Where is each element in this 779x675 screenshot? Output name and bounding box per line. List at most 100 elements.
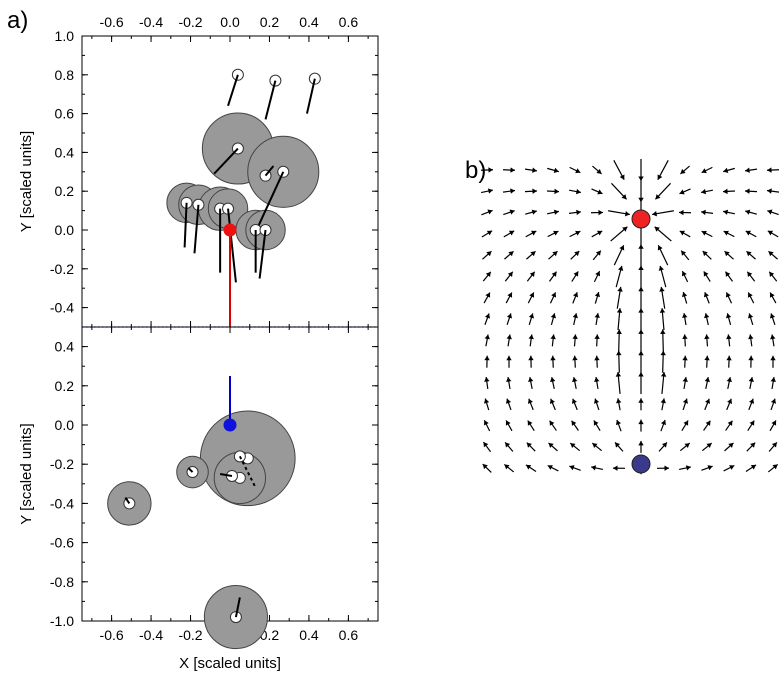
y-axis-title: Y [scaled units]: [18, 423, 35, 524]
field-arrow-head: [596, 230, 603, 236]
field-arrow-head: [486, 230, 493, 236]
field-arrow-head: [575, 188, 581, 195]
field-arrow-head: [572, 355, 578, 361]
field-arrow-head: [528, 377, 534, 383]
field-arrow-head: [618, 265, 624, 271]
field-arrow-head: [622, 226, 628, 232]
panel-label-b: b): [465, 157, 486, 184]
field-arrow-head: [638, 398, 644, 403]
field-arrow-head: [723, 230, 729, 236]
field-arrow-head: [529, 292, 535, 298]
field-arrow-head: [703, 271, 709, 277]
field-arrow-head: [705, 420, 711, 426]
field-arrow-head: [593, 420, 599, 426]
field-arrow-head: [526, 442, 532, 448]
field-arrow-head: [682, 398, 689, 404]
x-tick-label: 0.6: [339, 14, 359, 30]
field-arrow-head: [769, 271, 775, 278]
field-arrow-head: [745, 167, 750, 173]
field-arrow-head: [769, 313, 776, 319]
field-arrow-head: [748, 377, 754, 383]
x-tick-label: -0.6: [100, 14, 124, 30]
field-arrow-head: [594, 355, 600, 361]
x-tick-label: -0.2: [178, 627, 202, 643]
field-arrow-head: [529, 271, 535, 277]
agent-heading-line: [264, 165, 275, 177]
agent-heading-line: [124, 496, 131, 504]
field-arrow-head: [638, 329, 644, 334]
y-axis-title: Y [scaled units]: [18, 131, 35, 232]
field-arrow-head: [619, 174, 625, 180]
field-arrow-head: [553, 209, 559, 215]
y-tick-label: 0.2: [55, 378, 75, 394]
agent-heading-line: [227, 208, 237, 283]
field-arrow-head: [572, 334, 578, 340]
panel-b-vector-field: [480, 159, 779, 475]
field-arrow-head: [723, 209, 729, 215]
field-arrow-head: [506, 355, 512, 361]
field-arrow-head: [595, 271, 601, 277]
field-arrow-head: [485, 271, 491, 278]
field-arrow-head: [726, 313, 732, 319]
field-arrow-head: [768, 251, 774, 257]
field-arrow-head: [661, 442, 667, 448]
source-red: [631, 209, 651, 229]
field-arrow-head: [659, 286, 665, 292]
field-arrow-head: [550, 334, 556, 340]
y-tick-label: -0.8: [50, 574, 74, 590]
y-tick-label: 1.0: [55, 28, 75, 44]
field-arrow-head: [638, 372, 644, 377]
field-arrow-head: [593, 398, 600, 404]
field-arrow-head: [704, 334, 710, 340]
x-tick-label: 0.4: [299, 627, 319, 643]
x-tick-label: -0.6: [100, 627, 124, 643]
field-arrow-head: [769, 292, 775, 298]
field-arrow-head: [617, 286, 623, 292]
field-arrow-head: [703, 292, 709, 298]
y-tick-label: -0.4: [50, 495, 74, 511]
field-arrow-head: [682, 377, 688, 382]
field-arrow-head: [528, 355, 534, 361]
field-arrow-head: [596, 168, 602, 174]
source-blue: [631, 454, 651, 474]
field-arrow-head: [616, 329, 622, 334]
field-arrow-head: [664, 465, 669, 471]
field-arrow-head: [595, 250, 601, 256]
field-arrow-head: [749, 398, 755, 404]
field-arrow-head: [638, 308, 644, 313]
agent-heading-line: [234, 597, 241, 618]
field-arrow-head: [572, 377, 578, 383]
field-arrow-head: [510, 188, 515, 194]
y-tick-label: 0.8: [55, 67, 75, 83]
field-arrow-head: [723, 167, 729, 174]
y-tick-label: 0.6: [55, 106, 75, 122]
y-tick-label: 0.4: [55, 339, 75, 355]
field-arrow-head: [484, 355, 490, 361]
field-arrow-head: [701, 168, 707, 174]
field-arrow-head: [552, 251, 558, 257]
field-arrow-head: [726, 334, 732, 340]
field-arrow-head: [748, 355, 754, 361]
field-arrow-head: [547, 465, 553, 470]
field-arrow-head: [485, 292, 491, 298]
field-arrow-head: [638, 440, 644, 446]
field-arrow-head: [657, 174, 663, 180]
field-arrow-head: [504, 464, 510, 470]
field-arrow-head: [505, 420, 511, 426]
field-arrow-head: [575, 168, 581, 174]
field-arrow-head: [683, 420, 689, 426]
field-arrow-head: [704, 313, 710, 319]
y-tick-label: -0.4: [50, 300, 74, 316]
field-arrow-head: [679, 209, 684, 216]
field-arrow-head: [594, 377, 600, 382]
field-arrow-head: [767, 209, 773, 215]
field-arrow-head: [616, 350, 622, 356]
field-arrow-head: [550, 377, 556, 383]
field-arrow-head: [745, 188, 750, 194]
field-arrow-head: [531, 230, 537, 236]
agent-heading-line: [187, 467, 194, 473]
field-arrow-head: [724, 251, 730, 257]
reference-point: [223, 418, 237, 432]
y-tick-label: 0.2: [55, 183, 75, 199]
agent-heading-line: [193, 204, 200, 254]
